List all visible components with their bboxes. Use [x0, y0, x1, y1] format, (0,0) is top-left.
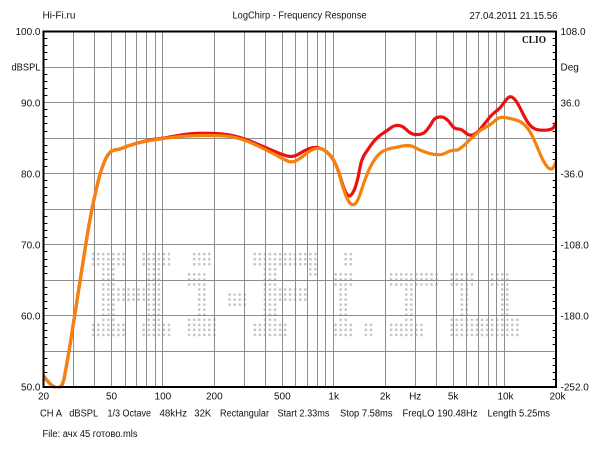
svg-text:-36.0: -36.0 [561, 169, 584, 180]
svg-text:36.0: 36.0 [561, 98, 581, 109]
svg-text:Rectangular: Rectangular [220, 409, 270, 420]
svg-text:File: ачх 45 готово.mls: File: ачх 45 готово.mls [43, 429, 138, 440]
svg-text:CLIO: CLIO [522, 34, 546, 46]
svg-text:20k: 20k [549, 391, 566, 402]
svg-text:dBSPL: dBSPL [69, 409, 98, 420]
svg-text:90.0: 90.0 [21, 98, 41, 109]
svg-text:108.0: 108.0 [561, 27, 586, 38]
svg-text:Stop 7.58ms: Stop 7.58ms [340, 409, 393, 420]
svg-text:70.0: 70.0 [21, 241, 41, 252]
svg-text:FreqLO 190.48Hz: FreqLO 190.48Hz [403, 409, 478, 420]
svg-text:CH A: CH A [40, 409, 62, 420]
svg-text:Hz: Hz [409, 391, 421, 402]
svg-text:1k: 1k [328, 391, 340, 402]
svg-text:10k: 10k [497, 391, 514, 402]
svg-text:Hi-Fi.ru: Hi-Fi.ru [43, 11, 76, 22]
svg-text:60.0: 60.0 [21, 312, 41, 323]
svg-text:Deg: Deg [561, 63, 579, 74]
svg-text:48kHz: 48kHz [160, 409, 188, 420]
svg-text:100: 100 [155, 391, 172, 402]
svg-text:500: 500 [274, 391, 291, 402]
svg-text:27.04.2011 21.15.56: 27.04.2011 21.15.56 [470, 11, 558, 22]
svg-text:32K: 32K [194, 409, 211, 420]
svg-text:5k: 5k [448, 391, 460, 402]
svg-text:-108.0: -108.0 [561, 241, 590, 252]
svg-text:Length 5.25ms: Length 5.25ms [488, 409, 551, 420]
svg-text:dBSPL: dBSPL [12, 63, 41, 74]
svg-text:80.0: 80.0 [21, 169, 41, 180]
svg-text:2k: 2k [380, 391, 392, 402]
svg-text:50.0: 50.0 [21, 383, 41, 394]
svg-text:Start 2.33ms: Start 2.33ms [278, 409, 330, 420]
svg-text:50: 50 [106, 391, 118, 402]
svg-text:1/3 Octave: 1/3 Octave [108, 409, 152, 420]
svg-text:200: 200 [206, 391, 223, 402]
svg-text:-180.0: -180.0 [561, 312, 590, 323]
svg-text:20: 20 [38, 391, 50, 402]
svg-text:LogChirp - Frequency Response: LogChirp - Frequency Response [233, 11, 367, 22]
svg-text:-252.0: -252.0 [561, 383, 590, 394]
svg-text:100.0: 100.0 [15, 27, 40, 38]
